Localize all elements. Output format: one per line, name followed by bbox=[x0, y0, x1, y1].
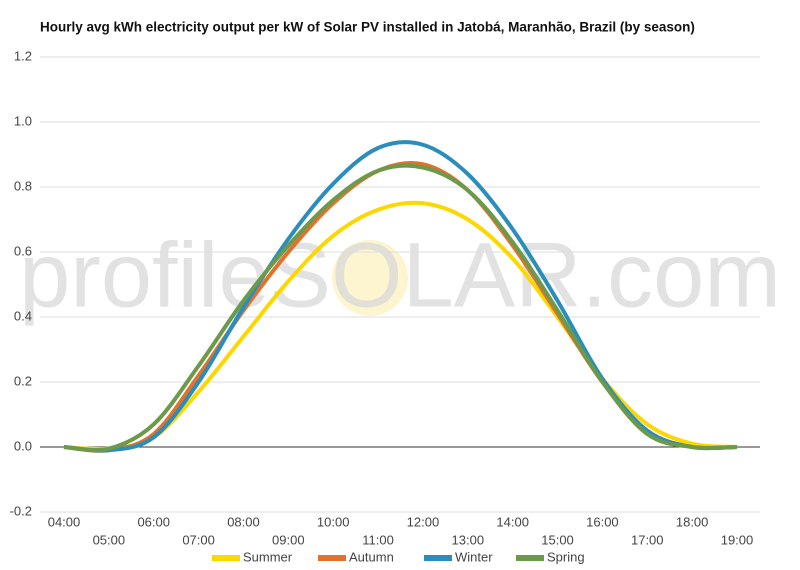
watermark: profileSOLAR.com bbox=[19, 224, 781, 326]
y-tick-label: 0.2 bbox=[14, 373, 32, 388]
y-tick-label: 1.2 bbox=[14, 48, 32, 63]
x-tick-label: 14:00 bbox=[496, 514, 529, 529]
x-tick-label: 07:00 bbox=[182, 532, 215, 547]
series-line bbox=[63, 163, 738, 453]
legend-label: Winter bbox=[455, 549, 493, 564]
x-tick-label: 13:00 bbox=[452, 532, 485, 547]
x-tick-label: 12:00 bbox=[407, 514, 440, 529]
x-tick-label: 09:00 bbox=[272, 532, 305, 547]
y-tick-label: 0.4 bbox=[14, 308, 32, 323]
legend-label: Summer bbox=[243, 549, 293, 564]
x-tick-label: 15:00 bbox=[541, 532, 574, 547]
y-tick-label: 0.8 bbox=[14, 178, 32, 193]
x-tick-label: 16:00 bbox=[586, 514, 619, 529]
x-tick-label: 06:00 bbox=[137, 514, 170, 529]
x-tick-label: 05:00 bbox=[93, 532, 126, 547]
legend-swatch bbox=[212, 555, 240, 561]
watermark-sun bbox=[332, 240, 408, 316]
y-tick-label: 0.6 bbox=[14, 243, 32, 258]
x-tick-label: 10:00 bbox=[317, 514, 350, 529]
y-tick-label: 0.0 bbox=[14, 438, 32, 453]
series-line bbox=[63, 200, 738, 452]
x-tick-label: 19:00 bbox=[721, 532, 754, 547]
legend-label: Spring bbox=[547, 549, 585, 564]
legend-label: Autumn bbox=[349, 549, 394, 564]
y-tick-label: -0.2 bbox=[10, 503, 32, 518]
legend-swatch bbox=[516, 555, 544, 561]
legend-swatch bbox=[318, 555, 346, 561]
x-tick-label: 04:00 bbox=[48, 514, 81, 529]
x-tick-label: 17:00 bbox=[631, 532, 664, 547]
legend-swatch bbox=[424, 555, 452, 561]
x-tick-label: 18:00 bbox=[676, 514, 709, 529]
x-tick-label: 11:00 bbox=[362, 532, 394, 547]
y-tick-label: 1.0 bbox=[14, 113, 32, 128]
x-tick-label: 08:00 bbox=[227, 514, 260, 529]
chart-title: Hourly avg kWh electricity output per kW… bbox=[40, 20, 695, 35]
